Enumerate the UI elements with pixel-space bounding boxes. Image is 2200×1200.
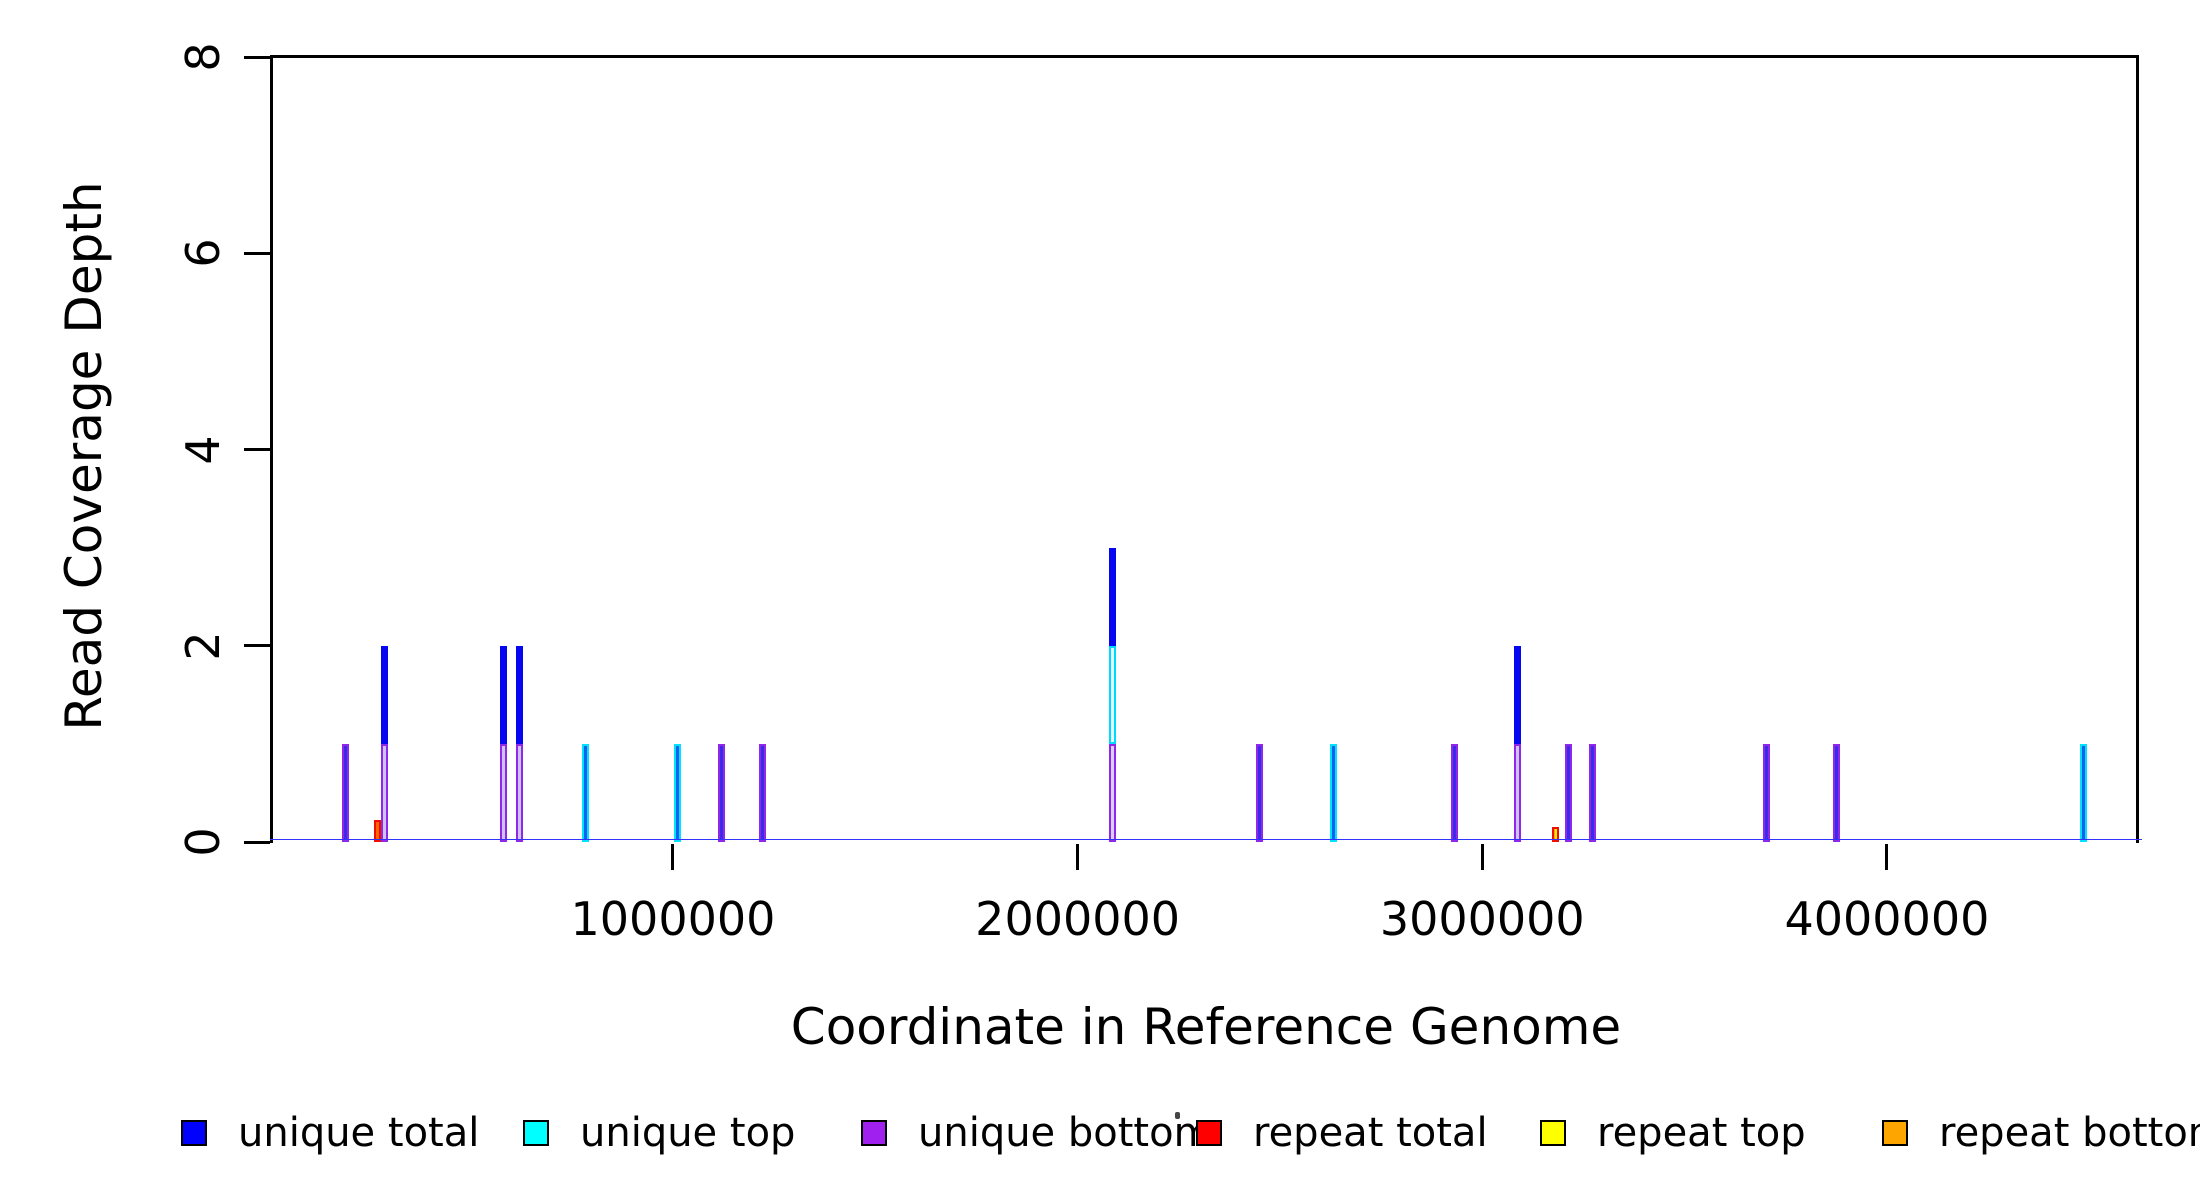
y-tick: [244, 251, 270, 255]
legend-item-repeat-bottom: repeat bottom: [1882, 1113, 2200, 1153]
coverage-spike: [581, 743, 589, 842]
legend-swatch-icon: [1882, 1120, 1908, 1146]
coverage-spike: [1565, 743, 1573, 842]
coverage-spike: [1514, 645, 1522, 744]
legend-stray-dot: [1175, 1112, 1180, 1119]
x-tick: [1480, 844, 1484, 870]
legend-swatch-icon: [861, 1120, 887, 1146]
x-axis-title: Coordinate in Reference Genome: [0, 1002, 2200, 1052]
y-tick-label: 2: [176, 631, 230, 661]
x-tick-label: 3000000: [1379, 892, 1585, 946]
coverage-spike: [1833, 743, 1841, 842]
y-tick: [244, 840, 270, 844]
spike-stripe: [1554, 829, 1557, 840]
y-tick-label: 4: [176, 434, 230, 465]
x-tick-label: 2000000: [975, 892, 1181, 946]
coverage-spike: [2080, 743, 2088, 842]
legend-label: unique bottom: [918, 1110, 1213, 1156]
coverage-spike: [516, 645, 524, 744]
x-tick: [1885, 844, 1889, 870]
coverage-spike: [516, 743, 524, 842]
y-tick: [244, 644, 270, 648]
coverage-spike: [1552, 827, 1560, 842]
legend-item-unique-bottom: unique bottom: [861, 1113, 1213, 1153]
legend-item-repeat-total: repeat total: [1196, 1113, 1488, 1153]
coverage-spike: [499, 645, 507, 744]
y-tick-label: 0: [176, 827, 230, 857]
legend-item-repeat-top: repeat top: [1540, 1113, 1806, 1153]
legend-label: unique total: [238, 1110, 480, 1156]
y-axis-title: Read Coverage Depth: [55, 181, 113, 731]
coverage-spike: [1330, 743, 1338, 842]
coverage-spike: [499, 743, 507, 842]
legend-item-unique-top: unique top: [523, 1113, 795, 1153]
coverage-spike: [341, 743, 349, 842]
coverage-spike: [718, 743, 726, 842]
legend-swatch-icon: [1540, 1120, 1566, 1146]
coverage-spike: [759, 743, 767, 842]
y-tick: [244, 55, 270, 59]
coverage-spike: [674, 743, 682, 842]
legend-label: repeat bottom: [1939, 1110, 2200, 1156]
x-axis-title-text: Coordinate in Reference Genome: [790, 998, 1622, 1056]
x-tick: [671, 844, 675, 870]
y-tick: [244, 448, 270, 451]
coverage-spike: [1763, 743, 1771, 842]
plot-area: [270, 55, 2139, 843]
x-tick-label: 4000000: [1784, 892, 1990, 946]
coverage-spike: [1256, 743, 1264, 842]
legend-swatch-icon: [1196, 1120, 1222, 1146]
coverage-spike: [374, 820, 382, 842]
legend-item-unique-total: unique total: [181, 1113, 479, 1153]
y-tick-label: 6: [176, 238, 230, 268]
legend-label: repeat top: [1597, 1110, 1806, 1156]
x-tick: [1076, 844, 1080, 870]
coverage-spike: [1589, 743, 1597, 842]
y-tick-label: 8: [176, 42, 230, 72]
coverage-spike: [381, 743, 389, 842]
x-tick-label: 1000000: [570, 892, 776, 946]
legend-label: unique top: [580, 1110, 796, 1156]
coverage-spike: [1514, 743, 1522, 842]
coverage-spike: [1109, 743, 1117, 842]
legend-swatch-icon: [181, 1120, 207, 1146]
legend-swatch-icon: [523, 1120, 549, 1146]
legend-label: repeat total: [1253, 1110, 1488, 1156]
coverage-spike: [1109, 547, 1117, 646]
coverage-spike: [1451, 743, 1459, 842]
coverage-spike: [381, 645, 389, 744]
zero-coverage-line: [270, 839, 2142, 844]
coverage-spike: [1109, 645, 1117, 744]
